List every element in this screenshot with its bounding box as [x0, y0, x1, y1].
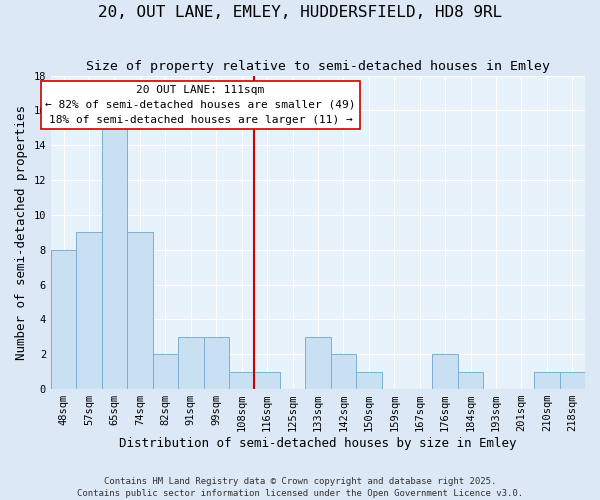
Bar	[331, 354, 356, 389]
Bar	[356, 372, 382, 389]
Bar	[76, 232, 102, 389]
X-axis label: Distribution of semi-detached houses by size in Emley: Distribution of semi-detached houses by …	[119, 437, 517, 450]
Bar	[458, 372, 483, 389]
Bar	[178, 337, 203, 389]
Bar	[102, 128, 127, 389]
Text: 20 OUT LANE: 111sqm
← 82% of semi-detached houses are smaller (49)
18% of semi-d: 20 OUT LANE: 111sqm ← 82% of semi-detach…	[45, 85, 356, 124]
Bar	[254, 372, 280, 389]
Bar	[51, 250, 76, 389]
Bar	[433, 354, 458, 389]
Y-axis label: Number of semi-detached properties: Number of semi-detached properties	[15, 105, 28, 360]
Text: Contains HM Land Registry data © Crown copyright and database right 2025.
Contai: Contains HM Land Registry data © Crown c…	[77, 476, 523, 498]
Title: Size of property relative to semi-detached houses in Emley: Size of property relative to semi-detach…	[86, 60, 550, 73]
Bar	[127, 232, 152, 389]
Bar	[560, 372, 585, 389]
Bar	[534, 372, 560, 389]
Bar	[152, 354, 178, 389]
Text: 20, OUT LANE, EMLEY, HUDDERSFIELD, HD8 9RL: 20, OUT LANE, EMLEY, HUDDERSFIELD, HD8 9…	[98, 5, 502, 20]
Bar	[203, 337, 229, 389]
Bar	[305, 337, 331, 389]
Bar	[229, 372, 254, 389]
